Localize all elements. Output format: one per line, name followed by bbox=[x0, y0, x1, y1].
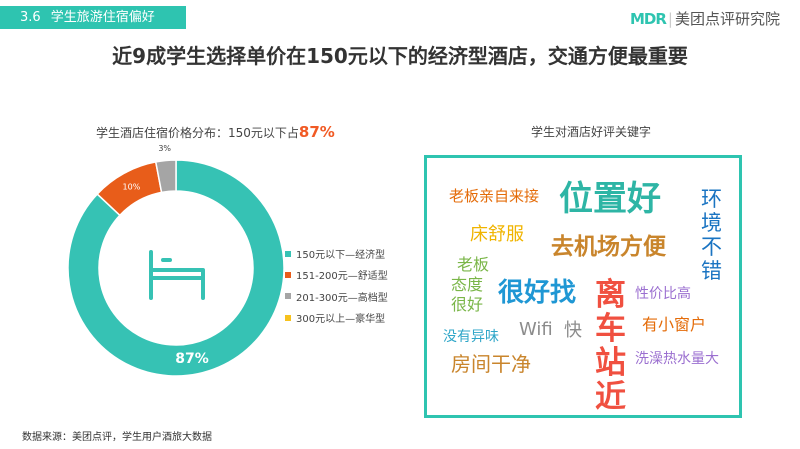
word-cloud-word: 床舒服 bbox=[470, 224, 524, 245]
legend-swatch bbox=[285, 271, 291, 278]
donut-label-1: 87% bbox=[175, 351, 209, 367]
word-cloud-word: 房间干净 bbox=[451, 352, 531, 376]
word-cloud-word: 车 bbox=[595, 311, 626, 347]
donut-label-2: 10% bbox=[123, 182, 141, 191]
word-cloud-word: 去机场方便 bbox=[551, 234, 666, 260]
word-cloud-word: 老板亲自来接 bbox=[449, 187, 540, 205]
price-chart-legend: 150元以下—经济型 151-200元—舒适型 201-300元—高档型 300元以上… bbox=[285, 243, 388, 328]
word-cloud-word: 性价比高 bbox=[635, 286, 691, 302]
legend-label: 300元以上—豪华型 bbox=[296, 314, 386, 326]
donut-slice-1 bbox=[67, 159, 285, 377]
legend-item: 150元以下—经济型 bbox=[285, 243, 388, 264]
word-cloud-word: 很好找 bbox=[498, 278, 577, 308]
word-cloud-word: 快 bbox=[564, 320, 582, 341]
word-cloud-word: 老板 bbox=[457, 255, 490, 274]
legend-label: 151-200元—舒适型 bbox=[296, 271, 388, 283]
word-cloud-word: 很好 bbox=[451, 295, 484, 314]
word-cloud-word: 位置好 bbox=[559, 179, 661, 219]
bed-icon bbox=[149, 250, 205, 300]
price-donut-chart: 87% 10% 3% bbox=[67, 144, 285, 377]
word-cloud-word: 洗澡热水量大 bbox=[635, 351, 719, 367]
word-cloud-word: 错 bbox=[701, 259, 722, 283]
word-cloud-word: Wifi bbox=[519, 319, 553, 340]
price-chart-title-prefix: 学生酒店住宿价格分布：150元以下占 bbox=[96, 126, 299, 140]
word-cloud-word: 不 bbox=[701, 235, 722, 259]
legend-swatch bbox=[285, 250, 291, 257]
price-chart-title-highlight: 87% bbox=[298, 123, 335, 141]
donut-label-3: 3% bbox=[158, 144, 171, 153]
brand-mark: MDR bbox=[629, 10, 667, 28]
price-chart-title: 学生酒店住宿价格分布：150元以下占87% bbox=[96, 123, 335, 141]
word-cloud-word: 近 bbox=[595, 379, 626, 415]
word-cloud-word: 环 bbox=[701, 187, 722, 211]
section-title: 学生旅游住宿偏好 bbox=[50, 10, 155, 25]
section-number: 3.6 bbox=[20, 10, 41, 25]
word-cloud-word: 境 bbox=[701, 211, 722, 235]
legend-swatch bbox=[285, 293, 291, 300]
word-cloud-word: 离 bbox=[595, 277, 626, 313]
word-cloud-box: 老板亲自来接 位置好 环境不错 床舒服 去机场方便老板 态度 很好 很好找离车站近 性价比高没有… bbox=[424, 155, 742, 418]
brand-divider: | bbox=[667, 10, 673, 28]
donut-slice-3 bbox=[154, 159, 177, 194]
legend-item: 151-200元—舒适型 bbox=[285, 264, 388, 285]
page-headline: 近9成学生选择单价在150元以下的经济型酒店，交通方便最重要 bbox=[112, 44, 688, 68]
legend-label: 150元以下—经济型 bbox=[296, 250, 386, 262]
section-tag: 3.6 学生旅游住宿偏好 bbox=[0, 6, 186, 29]
word-cloud-title: 学生对酒店好评关键字 bbox=[531, 125, 652, 139]
legend-swatch bbox=[285, 314, 291, 321]
word-cloud-word: 站 bbox=[595, 345, 626, 381]
brand-logo: MDR | 美团点评研究院 bbox=[630, 8, 780, 29]
word-cloud-word: 态度 bbox=[451, 275, 484, 294]
legend-item: 201-300元—高档型 bbox=[285, 286, 388, 307]
legend-label: 201-300元—高档型 bbox=[296, 292, 388, 304]
word-cloud-word: 没有异味 bbox=[443, 329, 499, 345]
brand-name: 美团点评研究院 bbox=[674, 10, 780, 28]
legend-item: 300元以上—豪华型 bbox=[285, 307, 388, 328]
data-source-note: 数据来源：美团点评，学生用户酒旅大数据 bbox=[22, 432, 212, 443]
word-cloud-word: 有小窗户 bbox=[642, 315, 707, 334]
